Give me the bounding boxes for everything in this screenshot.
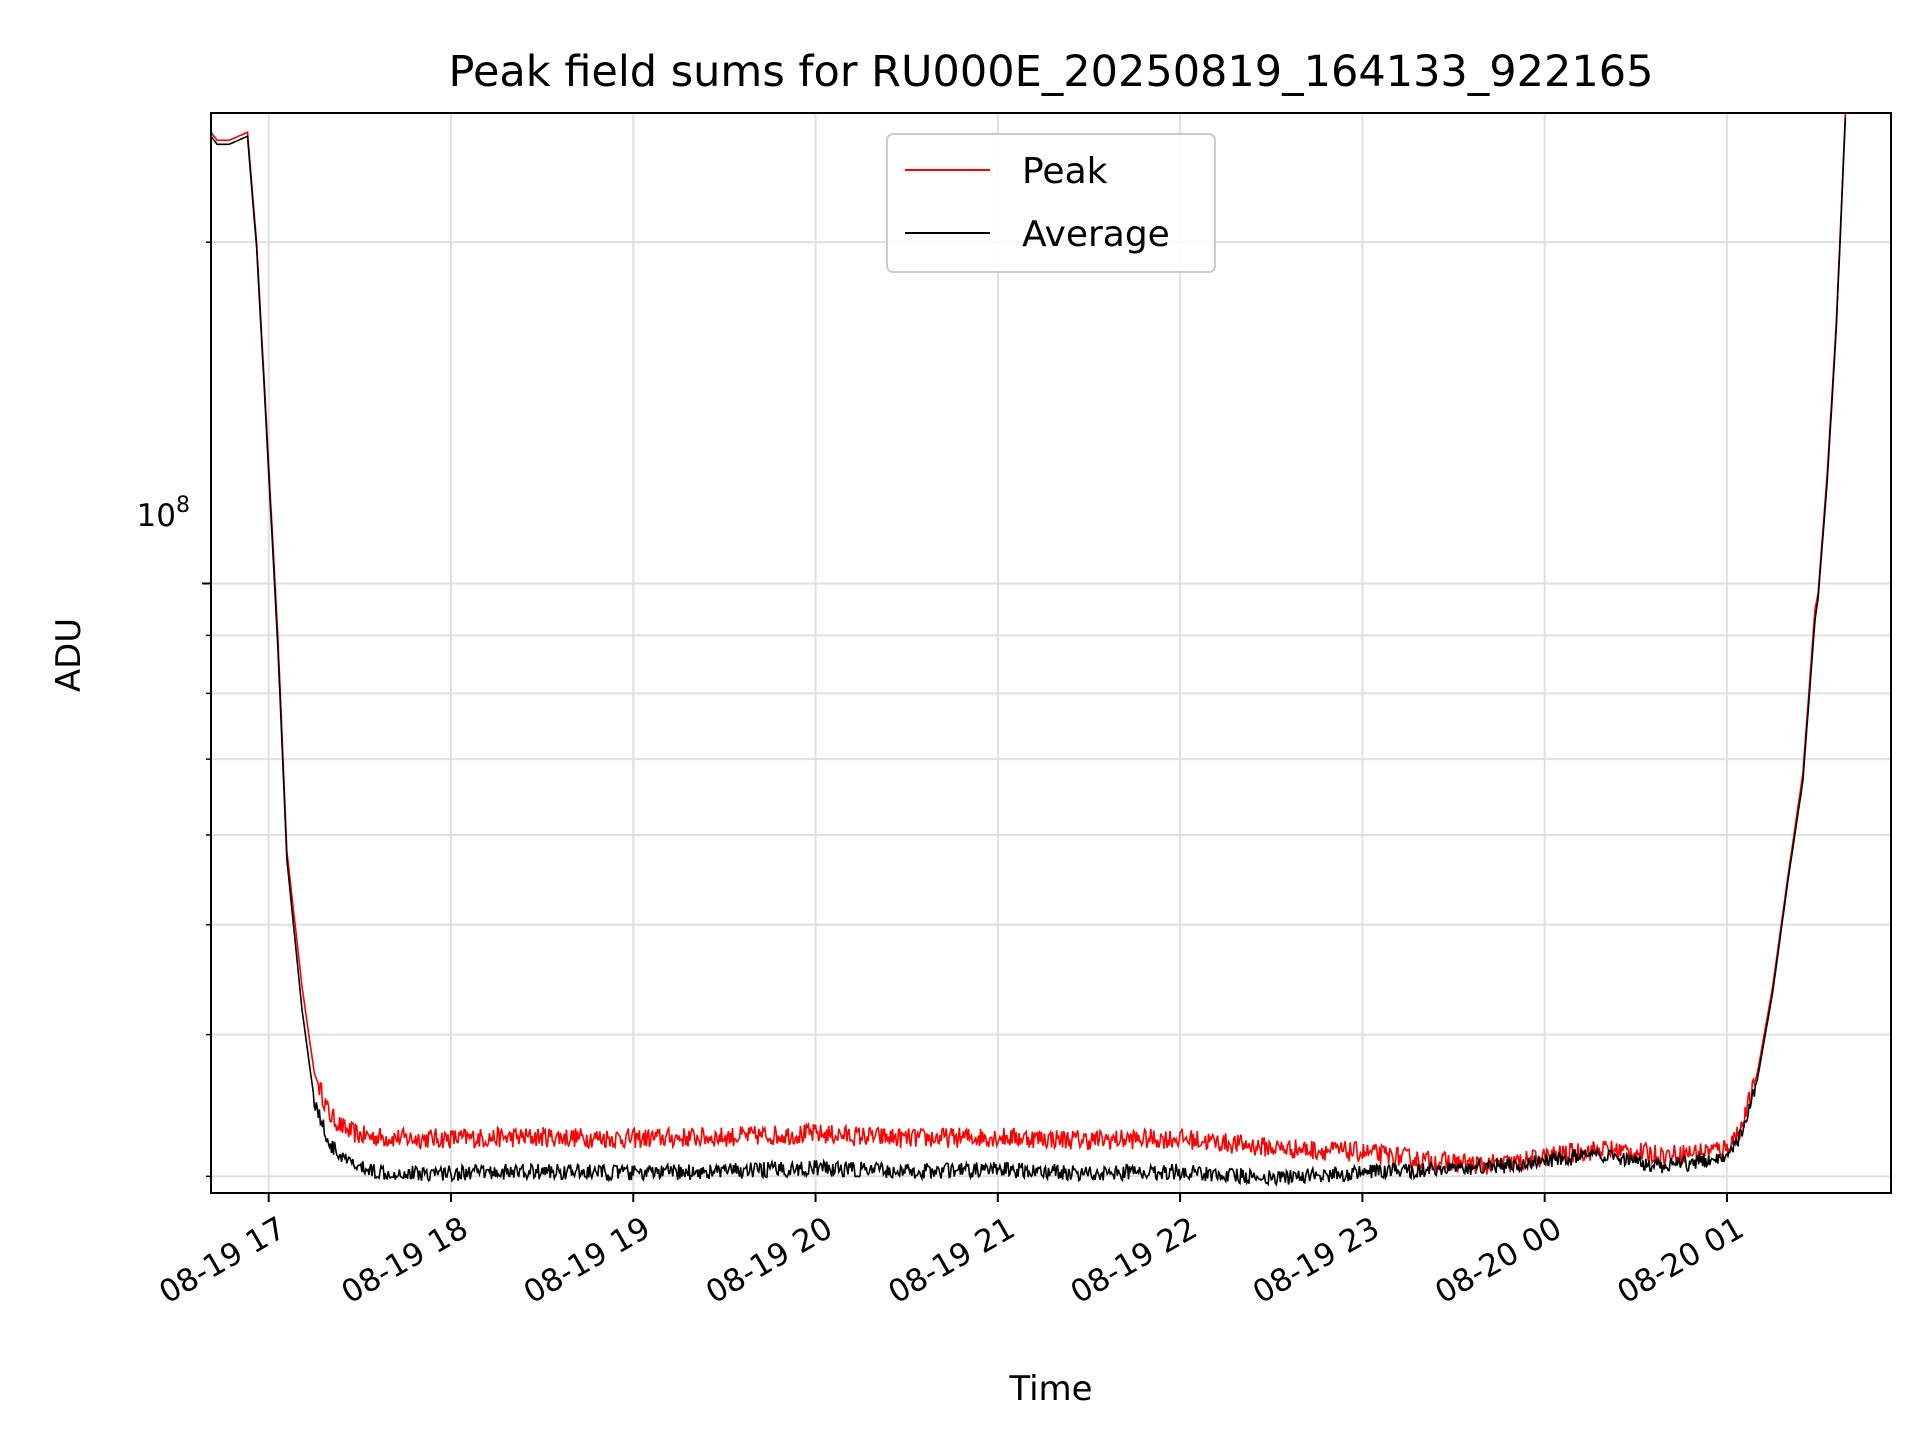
series-line-peak [211,113,1847,1175]
y-axis-label: ADU [49,618,89,692]
legend-box [886,133,1216,273]
legend: Peak Average [886,133,1216,273]
x-axis-label: Time [1008,1369,1092,1409]
plot-area-frame [210,112,1892,1194]
series-line-average [211,116,1847,1187]
grid-lines [211,113,1891,1193]
y-tick-label-1e8: 108 [137,493,190,534]
legend-average-label: Average [1022,214,1170,255]
legend-peak-label: Peak [1022,151,1108,192]
chart-title: Peak field sums for RU000E_20250819_1641… [449,47,1654,97]
series-lines [211,113,1847,1187]
